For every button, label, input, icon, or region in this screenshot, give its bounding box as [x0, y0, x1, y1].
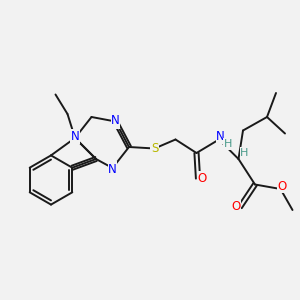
Text: H: H — [224, 139, 232, 149]
Text: S: S — [151, 142, 158, 155]
Text: O: O — [198, 172, 207, 185]
Text: N: N — [111, 115, 120, 128]
Text: N: N — [111, 113, 120, 127]
Text: H: H — [240, 148, 249, 158]
Text: O: O — [278, 179, 286, 193]
Text: O: O — [231, 200, 240, 214]
Text: N: N — [70, 130, 80, 143]
Text: N: N — [108, 163, 117, 176]
Text: N: N — [216, 130, 225, 143]
Text: N: N — [108, 161, 117, 175]
